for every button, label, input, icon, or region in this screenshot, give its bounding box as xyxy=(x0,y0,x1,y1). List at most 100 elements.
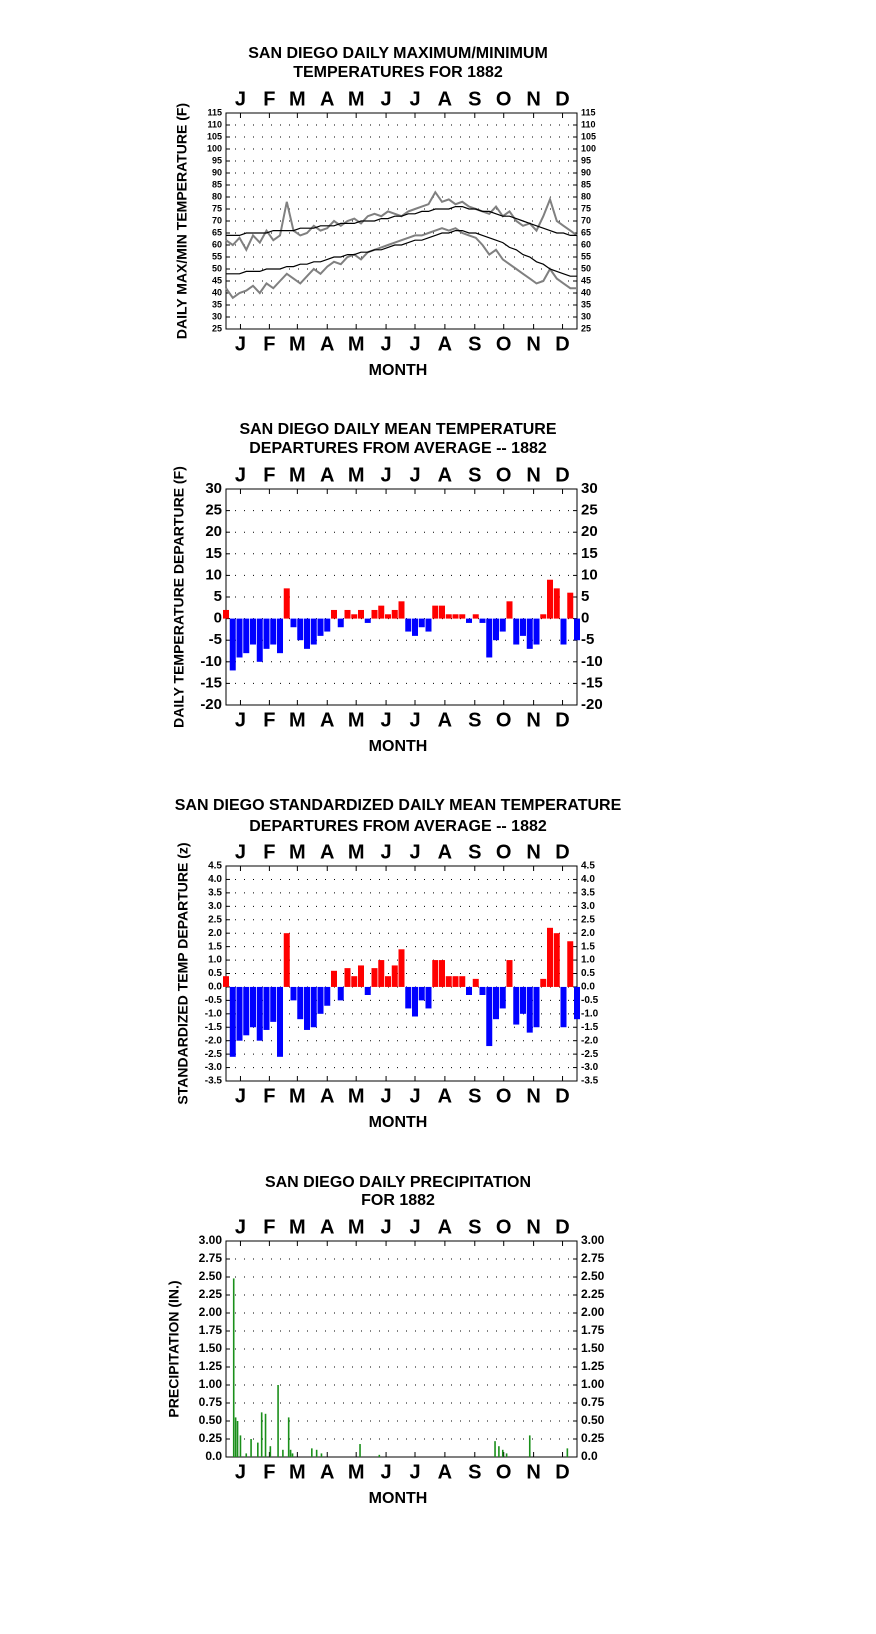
bar xyxy=(270,618,277,645)
y-tick-label-right: 1.75 xyxy=(581,1323,605,1337)
bar xyxy=(494,1441,496,1457)
bar xyxy=(405,986,412,1009)
month-label-top: J xyxy=(235,464,246,486)
bar xyxy=(505,1453,508,1457)
bar xyxy=(287,1417,290,1457)
bar xyxy=(315,1449,318,1457)
bar xyxy=(317,986,324,1014)
y-tick-label-right: 3.0 xyxy=(581,901,595,912)
month-label-bottom: M xyxy=(289,333,306,355)
bar xyxy=(223,976,229,987)
month-label-bottom: S xyxy=(468,1085,481,1107)
bar xyxy=(344,968,351,987)
y-tick-label: -3.5 xyxy=(205,1076,223,1087)
bar xyxy=(391,965,398,987)
month-label-top: J xyxy=(235,88,246,110)
y-tick-label: 70 xyxy=(212,215,222,225)
chart-title: TEMPERATURES FOR 1882 xyxy=(293,64,503,81)
y-tick-label-right: 3.00 xyxy=(581,1233,605,1247)
y-tick-label: 90 xyxy=(212,167,222,177)
x-axis-title: MONTH xyxy=(369,738,428,755)
bar xyxy=(289,1449,292,1457)
month-label-top: M xyxy=(289,464,306,486)
plot-frame xyxy=(225,488,578,706)
y-tick-label-right: 20 xyxy=(581,523,598,540)
y-tick-label: 2.50 xyxy=(199,1269,223,1283)
y-tick-label: 1.0 xyxy=(208,955,222,966)
y-tick-label: -20 xyxy=(200,696,222,713)
bar xyxy=(263,986,270,1030)
month-label-bottom: N xyxy=(526,333,540,355)
bar xyxy=(528,1435,531,1457)
y-tick-label-right: 2.0 xyxy=(581,928,595,939)
bar xyxy=(506,601,513,619)
y-tick-label-right: 4.5 xyxy=(581,861,595,872)
bar xyxy=(283,933,290,987)
y-tick-label: 25 xyxy=(212,323,222,333)
bar xyxy=(499,986,506,1009)
bar xyxy=(344,609,351,619)
bar xyxy=(520,618,526,636)
y-tick-label: 95 xyxy=(212,155,222,165)
y-tick-label-right: 45 xyxy=(581,275,591,285)
month-label-top: J xyxy=(381,841,392,863)
month-label-bottom: S xyxy=(468,333,481,355)
bar xyxy=(540,978,547,987)
series-line xyxy=(225,227,577,300)
y-tick-label-right: 2.5 xyxy=(581,914,595,925)
y-tick-label-right: 0.0 xyxy=(581,1449,598,1463)
y-tick-label: 3.0 xyxy=(208,901,222,912)
y-tick-label-right: 2.75 xyxy=(581,1251,605,1265)
y-tick-label: 1.5 xyxy=(208,941,222,952)
y-tick-label-right: 2.50 xyxy=(581,1269,605,1283)
month-label-bottom: J xyxy=(235,709,246,731)
bar xyxy=(351,976,358,987)
month-label-bottom: M xyxy=(348,333,365,355)
y-tick-label: 0.75 xyxy=(199,1395,223,1409)
y-tick-label-right: -2.0 xyxy=(581,1035,599,1046)
x-axis-title: MONTH xyxy=(369,1114,428,1131)
bar xyxy=(337,986,344,1001)
month-label-top: F xyxy=(263,1216,275,1238)
y-tick-label: 0.5 xyxy=(208,968,222,979)
month-label-bottom: D xyxy=(555,333,569,355)
y-tick-label-right: -5 xyxy=(581,631,594,648)
y-axis-title: PRECIPITATION (IN.) xyxy=(166,1280,182,1417)
month-label-top: M xyxy=(289,1216,306,1238)
bar xyxy=(364,986,371,995)
y-tick-label-right: 0.25 xyxy=(581,1431,605,1445)
y-tick-label-right: -3.5 xyxy=(581,1076,599,1087)
y-tick-label: 0.50 xyxy=(199,1413,223,1427)
month-label-top: M xyxy=(289,841,306,863)
bar xyxy=(269,1446,272,1457)
month-label-bottom: D xyxy=(555,1461,569,1483)
y-tick-label: -15 xyxy=(200,674,222,691)
month-label-top: D xyxy=(555,1216,569,1238)
y-axis-title: DAILY MAX/MIN TEMPERATURE (F) xyxy=(174,103,190,339)
y-tick-label-right: 0 xyxy=(581,610,589,627)
bar xyxy=(560,618,567,645)
bar xyxy=(263,618,270,649)
y-tick-label: 5 xyxy=(214,588,222,605)
month-label-bottom: M xyxy=(289,1461,306,1483)
y-tick-label-right: 55 xyxy=(581,251,591,261)
bar xyxy=(452,976,459,987)
bar xyxy=(297,618,304,641)
bar xyxy=(358,965,364,987)
y-tick-label-right: -15 xyxy=(581,674,603,691)
bar xyxy=(499,618,506,632)
bar xyxy=(270,986,277,1022)
y-tick-label: -3.0 xyxy=(205,1062,223,1073)
month-label-top: N xyxy=(526,1216,540,1238)
y-tick-label: 10 xyxy=(205,566,222,583)
bar xyxy=(466,618,472,623)
y-tick-label-right: 30 xyxy=(581,480,598,497)
bar xyxy=(459,976,466,987)
month-label-bottom: N xyxy=(526,1461,540,1483)
y-tick-label: 45 xyxy=(212,275,222,285)
y-tick-label-right: 95 xyxy=(581,155,591,165)
month-label-bottom: J xyxy=(235,1461,246,1483)
month-label-bottom: A xyxy=(320,333,334,355)
month-label-bottom: J xyxy=(409,1461,420,1483)
bar xyxy=(540,614,547,619)
